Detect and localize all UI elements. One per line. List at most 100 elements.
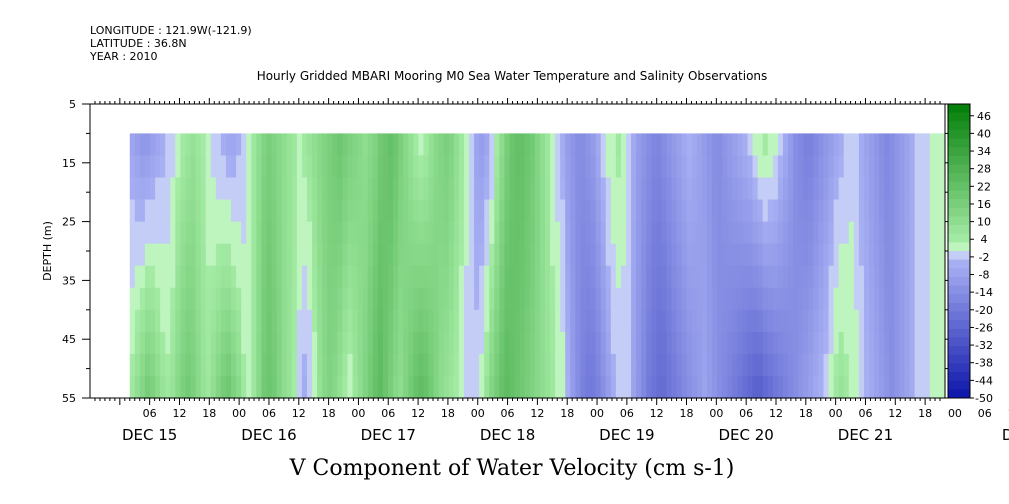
heatmap-cell [762,309,769,333]
heatmap-cell [256,331,263,355]
heatmap-cell [489,243,495,267]
heatmap-cell [914,199,921,223]
heatmap-cell [474,177,480,201]
heatmap-cell [833,177,840,201]
heatmap-cell [727,243,733,267]
heatmap-cell [377,375,384,399]
heatmap-cell [651,331,657,355]
heatmap-cell [372,221,379,245]
heatmap-cell [742,221,749,245]
heatmap-cell [737,265,744,289]
heatmap-cell [403,221,409,245]
heatmap-cell [772,133,779,157]
heatmap-cell [732,133,738,157]
heatmap-cell [565,375,571,399]
heatmap-cell [620,199,627,223]
heatmap-cell [276,265,283,289]
heatmap-cell [347,221,354,245]
heatmap-cell [403,309,409,333]
heatmap-cell [646,243,652,267]
heatmap-cell [241,287,247,311]
heatmap-cell [919,243,926,267]
heatmap-cell [195,155,202,179]
heatmap-cell [200,177,207,201]
heatmap-cell [560,221,566,245]
heatmap-cell [185,133,192,157]
heatmap-cell [352,353,359,377]
colorbar-frame [947,103,971,399]
heatmap-cell [256,265,263,289]
heatmap-cell [828,199,835,223]
heatmap-cell [301,287,308,311]
heatmap-cell [220,177,227,201]
heatmap-cell [828,309,835,333]
heatmap-cell [858,199,865,223]
heatmap-cell [337,331,344,355]
heatmap-cell [408,353,414,377]
heatmap-cell [342,265,349,289]
heatmap-cell [251,265,257,289]
heatmap-cell [767,133,774,157]
heatmap-cell [631,133,637,157]
heatmap-cell [767,177,774,201]
heatmap-cell [626,177,632,201]
heatmap-cell [509,309,516,333]
heatmap-cell [863,309,870,333]
heatmap-cell [317,133,323,157]
heatmap-cell [696,199,703,223]
heatmap-cell [757,133,764,157]
heatmap-cell [524,199,531,223]
heatmap-cell [271,353,278,377]
colorbar-segment [948,380,970,390]
heatmap-cell [210,243,217,267]
heatmap-cell [727,221,733,245]
heatmap-cell [322,353,328,377]
heatmap-cell [565,309,571,333]
heatmap-cell [560,353,566,377]
heatmap-cell [777,353,784,377]
heatmap-cell [701,221,708,245]
heatmap-cell [615,243,622,267]
heatmap-cell [772,287,779,311]
heatmap-cell [565,331,571,355]
heatmap-cell [195,331,202,355]
heatmap-cell [519,155,526,179]
heatmap-cell [266,265,273,289]
colorbar-segment [948,155,970,165]
heatmap-cell [499,353,506,377]
heatmap-cell [291,375,298,399]
heatmap-cell [519,309,526,333]
heatmap-cell [884,331,890,355]
heatmap-cell [195,309,202,333]
heatmap-cell [869,133,875,157]
heatmap-cell [869,177,875,201]
heatmap-cell [712,199,718,223]
heatmap-cell [808,199,814,223]
y-tick-label: 55 [62,392,76,405]
heatmap-cell [286,375,293,399]
heatmap-cell [256,353,263,377]
heatmap-cell [656,287,663,311]
heatmap-cell [342,243,349,267]
heatmap-cell [438,155,445,179]
heatmap-cell [843,199,850,223]
heatmap-cell [180,177,187,201]
heatmap-cell [160,221,166,245]
heatmap-cell [560,155,566,179]
heatmap-cell [458,133,465,157]
heatmap-cell [605,265,612,289]
heatmap-cell [934,353,941,377]
heatmap-cell [939,199,946,223]
heatmap-cell [509,177,516,201]
heatmap-cell [767,265,774,289]
heatmap-cell [939,309,946,333]
heatmap-cell [701,287,708,311]
heatmap-cell [489,309,495,333]
heatmap-cell [626,155,632,179]
heatmap-cell [757,243,764,267]
heatmap-cell [534,287,541,311]
heatmap-cell [428,221,435,245]
heatmap-cell [782,287,789,311]
heatmap-cell [246,331,252,355]
heatmap-cell [382,177,389,201]
